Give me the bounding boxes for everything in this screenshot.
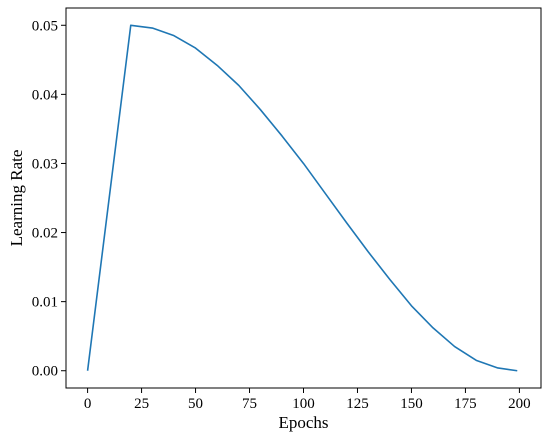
x-tick-label: 50 [188,396,203,412]
y-axis-label: Learning Rate [7,150,26,247]
x-tick-label: 150 [400,396,423,412]
y-tick-label: 0.01 [32,295,58,311]
x-tick-label: 0 [84,396,92,412]
x-tick-label: 125 [346,396,369,412]
x-axis-label: Epochs [278,413,328,432]
y-tick-label: 0.05 [32,18,58,34]
y-tick-label: 0.02 [32,226,58,242]
y-tick-label: 0.03 [32,156,58,172]
x-tick-label: 25 [134,396,149,412]
x-tick-label: 100 [292,396,315,412]
plot-area: 0 25 50 75 100 125 150 175 200 0.000.010.020.030… [32,7,542,412]
series-line-0 [86,24,518,372]
y-tick-label: 0.00 [32,364,58,380]
plot-frame [65,7,542,389]
x-tick-label: 175 [454,396,477,412]
series-layer [86,24,518,372]
x-axis-ticks: 0 25 50 75 100 125 150 175 200 [84,388,531,412]
y-axis-ticks: 0.00 0.01 0.02 0.03 0.04 0.05 [32,18,66,380]
y-tick-label: 0.04 [32,87,59,103]
x-tick-label: 200 [508,396,531,412]
x-tick-label: 75 [242,396,257,412]
